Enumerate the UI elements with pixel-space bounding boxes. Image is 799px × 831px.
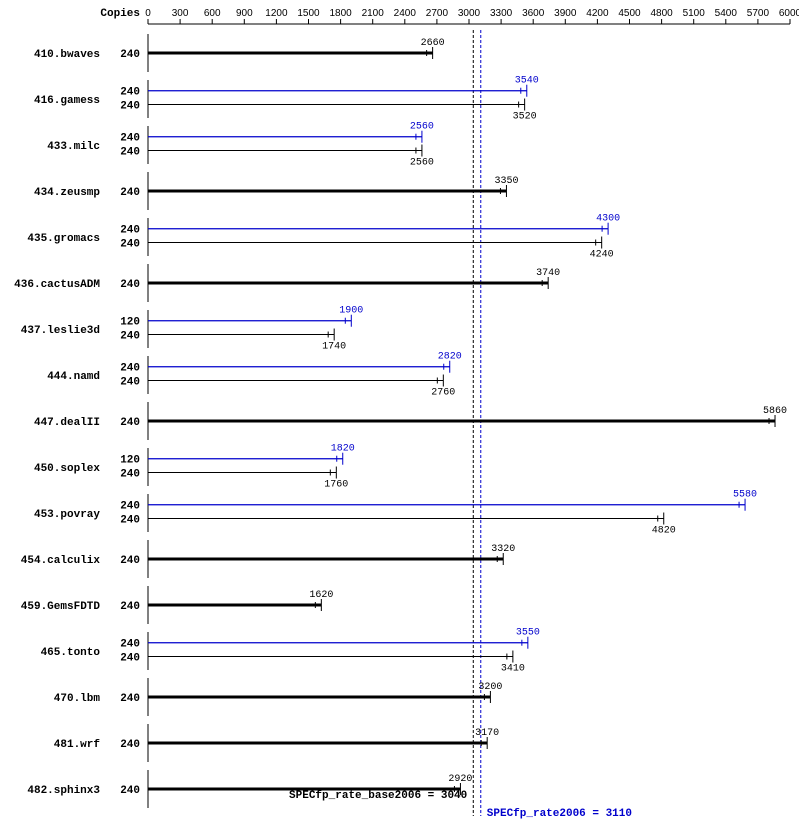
chart-bg — [0, 0, 799, 831]
base-value: 3740 — [536, 268, 560, 279]
benchmark-label: 436.cactusADM — [14, 279, 100, 291]
base-copies: 240 — [120, 555, 140, 567]
peak-value: 2560 — [410, 122, 434, 133]
axis-tick-label: 2100 — [362, 8, 385, 19]
benchmark-label: 459.GemsFDTD — [21, 601, 101, 613]
base-copies: 240 — [120, 331, 140, 343]
base-copies: 240 — [120, 469, 140, 481]
axis-tick-label: 1800 — [329, 8, 352, 19]
base-copies: 240 — [120, 279, 140, 291]
axis-tick-label: 6000 — [779, 8, 799, 19]
axis-tick-label: 5100 — [683, 8, 706, 19]
axis-tick-label: 4200 — [586, 8, 609, 19]
axis-tick-label: 3300 — [490, 8, 513, 19]
base-value: 1740 — [322, 342, 346, 353]
base-value: 3520 — [513, 112, 537, 123]
base-value: 4820 — [652, 526, 676, 537]
peak-copies: 240 — [120, 87, 140, 99]
peak-value: 3550 — [516, 628, 540, 639]
peak-copies: 240 — [120, 225, 140, 237]
axis-tick-label: 600 — [204, 8, 221, 19]
axis-tick-label: 5400 — [715, 8, 738, 19]
benchmark-label: 470.lbm — [54, 693, 101, 705]
copies-header: Copies — [100, 8, 140, 20]
axis-tick-label: 1200 — [265, 8, 288, 19]
base-value: 3320 — [491, 544, 515, 555]
benchmark-label: 453.povray — [34, 509, 100, 521]
axis-tick-label: 1500 — [297, 8, 320, 19]
base-value: 3350 — [494, 176, 518, 187]
axis-tick-label: 900 — [236, 8, 253, 19]
base-copies: 240 — [120, 377, 140, 389]
base-value: 2660 — [421, 38, 445, 49]
benchmark-label: 434.zeusmp — [34, 187, 100, 199]
benchmark-label: 482.sphinx3 — [27, 785, 100, 797]
axis-tick-label: 2700 — [426, 8, 449, 19]
base-copies: 240 — [120, 693, 140, 705]
base-copies: 240 — [120, 785, 140, 797]
axis-tick-label: 5700 — [747, 8, 770, 19]
base-value: 1760 — [324, 480, 348, 491]
base-value: 2920 — [448, 774, 472, 785]
reference-label: SPECfp_rate_base2006 = 3040 — [289, 790, 467, 802]
base-copies: 240 — [120, 653, 140, 665]
base-value: 3410 — [501, 664, 525, 675]
axis-tick-label: 4500 — [618, 8, 641, 19]
base-copies: 240 — [120, 49, 140, 61]
benchmark-label: 454.calculix — [21, 555, 101, 567]
peak-value: 3540 — [515, 76, 539, 87]
peak-copies: 240 — [120, 133, 140, 145]
benchmark-label: 481.wrf — [54, 739, 101, 751]
base-copies: 240 — [120, 101, 140, 113]
base-value: 4240 — [590, 250, 614, 261]
base-copies: 240 — [120, 601, 140, 613]
base-value: 3170 — [475, 728, 499, 739]
peak-value: 2820 — [438, 352, 462, 363]
axis-tick-label: 4800 — [650, 8, 673, 19]
axis-tick-label: 0 — [145, 8, 151, 19]
axis-tick-label: 300 — [172, 8, 189, 19]
peak-copies: 240 — [120, 363, 140, 375]
benchmark-label: 447.dealII — [34, 417, 100, 429]
benchmark-label: 433.milc — [47, 141, 100, 153]
peak-copies: 240 — [120, 501, 140, 513]
base-value: 5860 — [763, 406, 787, 417]
base-copies: 240 — [120, 239, 140, 251]
peak-copies: 240 — [120, 639, 140, 651]
peak-value: 5580 — [733, 490, 757, 501]
axis-tick-label: 3900 — [554, 8, 577, 19]
peak-value: 1820 — [331, 444, 355, 455]
peak-copies: 120 — [120, 317, 140, 329]
base-value: 1620 — [309, 590, 333, 601]
benchmark-label: 465.tonto — [41, 647, 101, 659]
base-value: 2760 — [431, 388, 455, 399]
base-value: 2560 — [410, 158, 434, 169]
peak-copies: 120 — [120, 455, 140, 467]
base-value: 3200 — [478, 682, 502, 693]
base-copies: 240 — [120, 515, 140, 527]
axis-tick-label: 3000 — [458, 8, 481, 19]
benchmark-label: 437.leslie3d — [21, 325, 100, 337]
base-copies: 240 — [120, 739, 140, 751]
base-copies: 240 — [120, 147, 140, 159]
benchmark-label: 435.gromacs — [27, 233, 100, 245]
benchmark-label: 444.namd — [47, 371, 100, 383]
peak-value: 1900 — [339, 306, 363, 317]
benchmark-label: 410.bwaves — [34, 49, 100, 61]
benchmark-label: 416.gamess — [34, 95, 100, 107]
benchmark-label: 450.soplex — [34, 463, 100, 475]
axis-tick-label: 2400 — [394, 8, 417, 19]
base-copies: 240 — [120, 187, 140, 199]
reference-label: SPECfp_rate2006 = 3110 — [487, 808, 632, 820]
benchmark-chart: 0 300 600 900 1200 1500 1800 2100 2400 2700 3000 33… — [0, 0, 799, 831]
peak-value: 4300 — [596, 214, 620, 225]
base-copies: 240 — [120, 417, 140, 429]
axis-tick-label: 3600 — [522, 8, 545, 19]
